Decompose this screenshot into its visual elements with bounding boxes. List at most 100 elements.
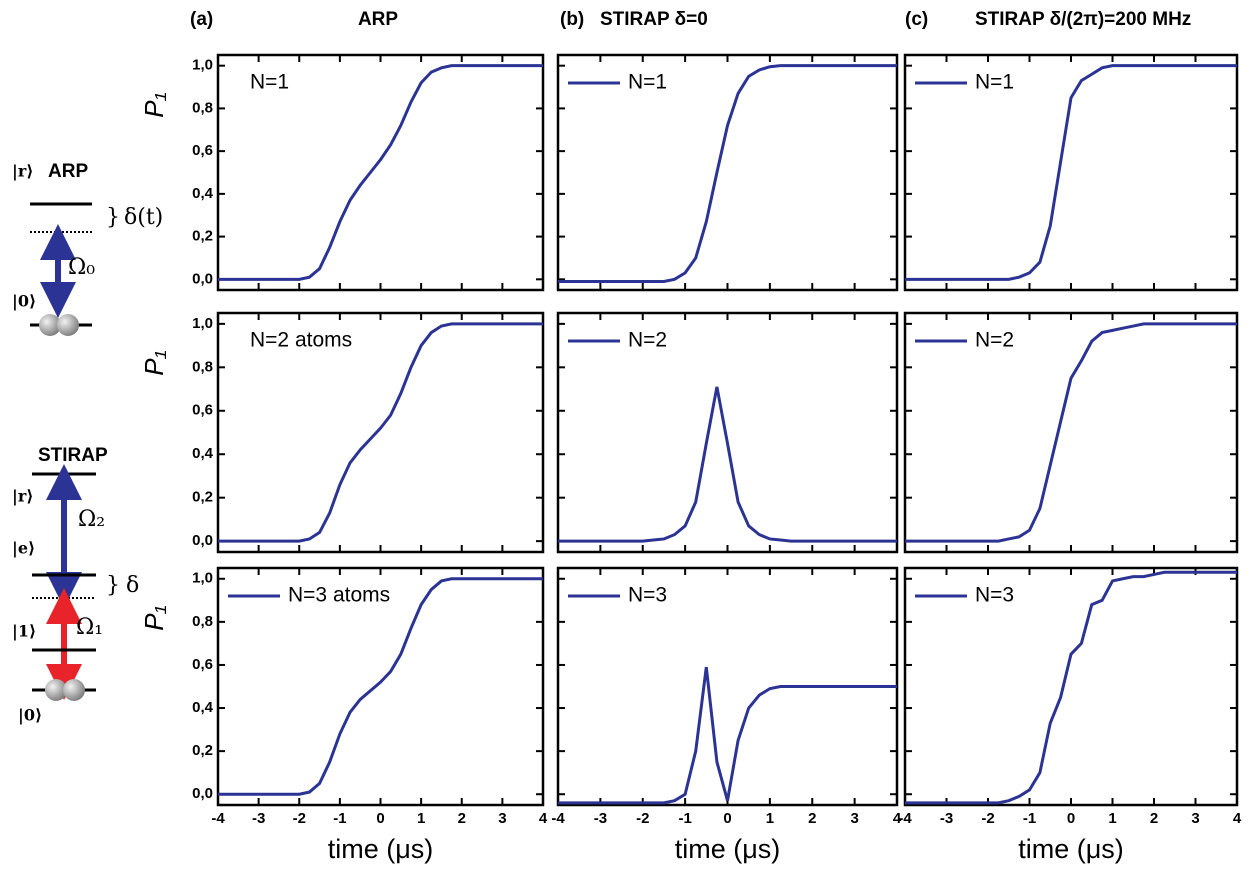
- rabi-label: Ω₀: [68, 255, 95, 280]
- y-tick-label: 0,8: [192, 358, 213, 375]
- column-title: STIRAP δ/(2π)=200 MHz: [975, 9, 1191, 30]
- y-tick-label: 0,8: [192, 99, 213, 116]
- y-tick-label: 0,2: [192, 742, 213, 759]
- y-tick-label: 0,4: [192, 699, 214, 716]
- level-label: |1⟩: [12, 622, 36, 641]
- level-label: |0⟩: [18, 706, 42, 725]
- atom: [63, 679, 85, 701]
- y-axis-label: P₁: [139, 92, 169, 118]
- x-tick-label: -2: [981, 810, 994, 827]
- plot-frame: [903, 566, 1239, 807]
- annotation: N=1: [250, 71, 289, 94]
- legend-label: N=1: [628, 71, 667, 94]
- data-line: [558, 64, 897, 283]
- x-tick-label: -3: [594, 810, 607, 827]
- data-line: [218, 322, 543, 543]
- y-tick-label: 0,0: [192, 532, 213, 549]
- x-tick-label: 1: [766, 810, 774, 827]
- plot-frame: [903, 53, 1239, 292]
- x-tick-label: -3: [940, 810, 953, 827]
- x-tick-label: 3: [850, 810, 858, 827]
- x-tick-label: 4: [1233, 810, 1242, 827]
- legend-label: N=1: [975, 71, 1014, 94]
- plot-frame: [903, 311, 1239, 554]
- x-tick-label: -4: [211, 810, 225, 827]
- x-tick-label: 0: [376, 810, 384, 827]
- level-label: |e⟩: [12, 539, 35, 558]
- rabi-label: Ω₁: [76, 615, 103, 640]
- x-axis-label: time (μs): [328, 834, 434, 864]
- x-tick-label: -4: [898, 810, 912, 827]
- data-line: [905, 570, 1237, 805]
- y-tick-label: 0,6: [192, 142, 213, 159]
- legend-label: N=3 atoms: [288, 584, 390, 607]
- arp-diagram: |r⟩ ARP } δ(t) Ω₀ |0⟩: [12, 161, 163, 336]
- column-label: (a): [190, 9, 213, 30]
- x-tick-label: 4: [893, 810, 902, 827]
- data-line: [218, 64, 543, 281]
- x-tick-label: -4: [551, 810, 565, 827]
- y-tick-label: 1,0: [192, 315, 213, 332]
- x-tick-label: 3: [1191, 810, 1199, 827]
- legend-label: N=3: [628, 584, 667, 607]
- column-label: (c): [905, 9, 928, 30]
- data-line: [558, 386, 897, 543]
- x-tick-label: 2: [458, 810, 466, 827]
- level-label: |0⟩: [12, 292, 36, 311]
- y-tick-label: 0,4: [192, 445, 214, 462]
- y-tick-label: 0,6: [192, 656, 213, 673]
- x-tick-label: 0: [723, 810, 731, 827]
- x-tick-label: -3: [252, 810, 265, 827]
- x-tick-label: 0: [1067, 810, 1075, 827]
- column-title: STIRAP δ=0: [600, 9, 708, 30]
- x-tick-label: -1: [1023, 810, 1036, 827]
- y-axis-label: P₁: [139, 605, 169, 631]
- x-tick-label: -1: [678, 810, 691, 827]
- x-tick-label: -1: [333, 810, 346, 827]
- legend-label: N=3: [975, 584, 1014, 607]
- x-tick-label: 1: [1108, 810, 1116, 827]
- atom: [57, 314, 79, 336]
- atom: [45, 679, 67, 701]
- y-tick-label: 1,0: [192, 57, 213, 74]
- y-tick-label: 0,2: [192, 228, 213, 245]
- data-line: [558, 666, 897, 805]
- x-tick-label: -2: [293, 810, 306, 827]
- detuning-label: δ(t): [124, 205, 163, 230]
- diagram-title: STIRAP: [38, 445, 108, 466]
- detuning-label: δ: [126, 573, 139, 598]
- x-axis-label: time (μs): [675, 834, 781, 864]
- plot-frame: [556, 53, 899, 292]
- level-label: |r⟩: [12, 162, 34, 181]
- x-tick-label: -2: [636, 810, 649, 827]
- x-tick-label: 4: [539, 810, 548, 827]
- y-tick-label: 0,8: [192, 613, 213, 630]
- x-tick-label: 3: [498, 810, 506, 827]
- y-tick-label: 0,2: [192, 489, 213, 506]
- x-tick-label: 2: [1150, 810, 1158, 827]
- brace: }: [106, 205, 120, 230]
- plot-frame: [556, 311, 899, 554]
- diagram-title: ARP: [48, 161, 88, 182]
- x-tick-label: 2: [808, 810, 816, 827]
- data-line: [905, 322, 1237, 543]
- y-tick-label: 0,0: [192, 270, 213, 287]
- y-tick-label: 0,6: [192, 402, 213, 419]
- x-axis-label: time (μs): [1018, 834, 1124, 864]
- data-line: [905, 64, 1237, 281]
- rabi-label: Ω₂: [78, 507, 105, 532]
- column-label: (b): [560, 9, 584, 30]
- y-axis-label: P₁: [139, 350, 169, 376]
- x-tick-label: 1: [417, 810, 425, 827]
- y-tick-label: 0,4: [192, 185, 214, 202]
- legend-label: N=2: [975, 329, 1014, 352]
- annotation: N=2 atoms: [250, 329, 352, 352]
- column-title: ARP: [358, 9, 398, 30]
- y-tick-label: 0,0: [192, 785, 213, 802]
- atom: [39, 314, 61, 336]
- stirap-diagram: STIRAP |r⟩ Ω₂ |e⟩ } δ |1⟩ Ω₁ |0⟩: [12, 445, 139, 724]
- y-tick-label: 1,0: [192, 570, 213, 587]
- level-label: |r⟩: [12, 487, 34, 506]
